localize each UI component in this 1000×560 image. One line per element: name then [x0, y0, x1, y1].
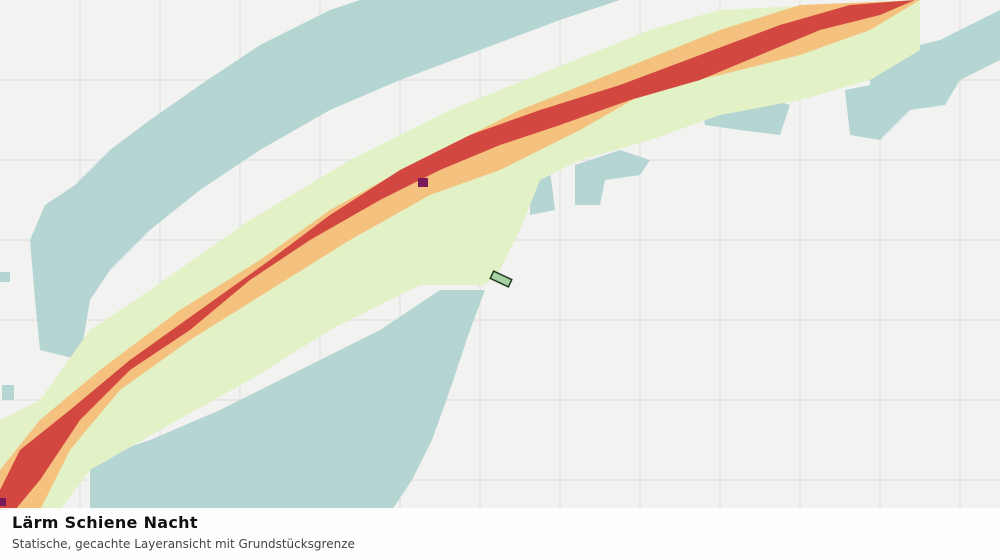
layer-title: Lärm Schiene Nacht [12, 513, 198, 532]
caption-panel: Lärm Schiene Nacht Statische, gecachte L… [0, 508, 1000, 560]
noise-zone-extreme [418, 178, 428, 187]
parcel-boundary [489, 270, 513, 288]
noise-zone-extreme [0, 498, 6, 506]
noise-zone-medium [0, 0, 920, 510]
layer-subtitle: Statische, gecachte Layeransicht mit Gru… [12, 537, 355, 551]
